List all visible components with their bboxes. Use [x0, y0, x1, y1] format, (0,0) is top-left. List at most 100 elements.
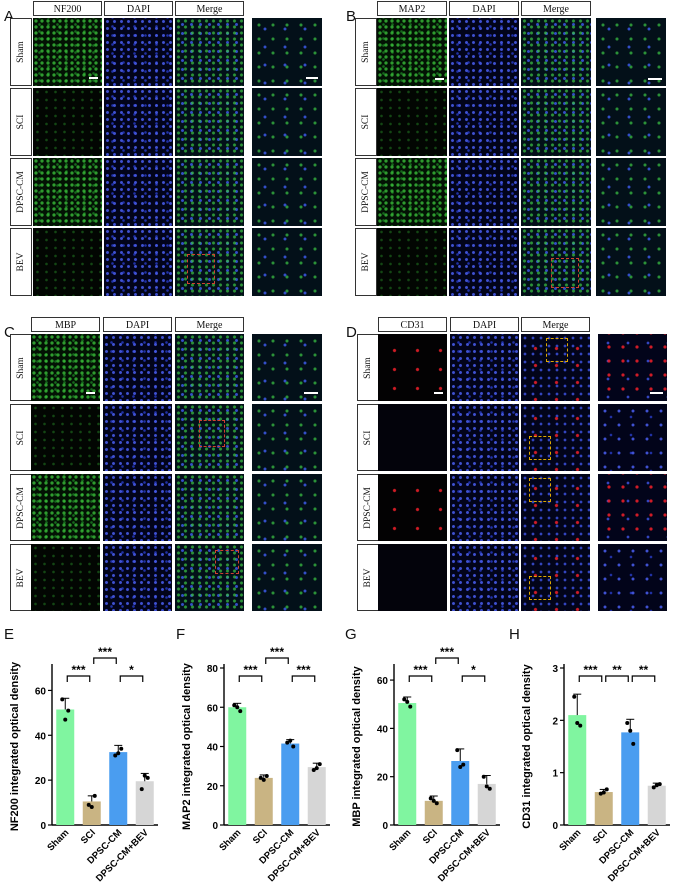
chart-h-bar-dpsc-cm — [621, 732, 640, 825]
micrograph-merge-bev — [175, 544, 244, 611]
chart-f-point-sham-0 — [232, 703, 237, 708]
chart-g-point-dpsc-cm-2 — [458, 765, 463, 770]
micrograph-zoom-bev — [252, 544, 322, 611]
chart-h-significance-stars-1: ** — [612, 663, 622, 677]
panel-letter-G: G — [345, 626, 357, 643]
row-label-sham: Sham — [10, 334, 32, 401]
chart-f-significance-bracket-2 — [291, 675, 316, 682]
chart-f-point-dpsc-cm-2 — [288, 738, 293, 743]
chart-f-point-sci-2 — [261, 777, 266, 782]
panel-letter-A: A — [4, 8, 15, 25]
micrograph-map2-sham — [377, 18, 447, 86]
micrograph-cd31-sham — [378, 334, 447, 401]
micrograph-nf200-sham — [33, 18, 102, 86]
row-label-sci: SCI — [357, 404, 379, 471]
row-label-sci: SCI — [355, 88, 377, 156]
chart-e-point-sham-1 — [66, 708, 71, 713]
chart-e-point-dpsc-cm-bev-2 — [142, 773, 147, 778]
row-label-sham: Sham — [10, 18, 32, 86]
row-label-dpsc-cm: DPSC-CM — [10, 158, 32, 226]
micrograph-zoom-sham — [598, 334, 667, 401]
row-label-sham: Sham — [357, 334, 379, 401]
micrograph-mbp-sham — [31, 334, 100, 401]
chart-f-y-axis-label: MAP2 integrated optical density — [181, 662, 193, 830]
chart-h-significance-stars-2: ** — [639, 663, 649, 677]
chart-e-point-sham-2 — [63, 717, 68, 722]
chart-f-y-tick-label-2: 40 — [207, 743, 219, 754]
header-dapi: DAPI — [104, 1, 173, 16]
micrograph-zoom-sci — [252, 88, 322, 156]
header-cd31: CD31 — [378, 317, 447, 332]
chart-g-point-sci-2 — [431, 798, 436, 803]
bar-chart-nf200: NF200 integrated optical density 0 20 40 60 S… — [9, 645, 158, 884]
chart-g-category-label-sham: Sham — [387, 827, 413, 853]
chart-f-significance-stars-1: *** — [270, 645, 284, 659]
micrograph-merge-sci — [521, 88, 591, 156]
chart-f-point-sham-2 — [235, 705, 240, 710]
chart-f-y-tick-label-4: 80 — [207, 664, 219, 675]
chart-g-bar-dpsc-cm-bev — [477, 783, 496, 825]
chart-f-category-label-sham: Sham — [217, 827, 243, 853]
chart-e-significance-stars-1: *** — [98, 645, 112, 659]
micrograph-merge-bev — [175, 228, 244, 296]
chart-g-point-dpsc-cm-bev-1 — [487, 786, 492, 791]
chart-h-point-dpsc-cm-bev-1 — [657, 782, 662, 787]
micrograph-mbp-dpsc-cm — [31, 474, 100, 541]
row-label-dpsc-cm: DPSC-CM — [357, 474, 379, 541]
chart-h-point-sham-0 — [572, 694, 577, 699]
chart-f-point-dpsc-cm-bev-2 — [314, 766, 319, 771]
chart-f-point-dpsc-cm-bev-1 — [317, 762, 322, 767]
chart-e-significance-bracket-1 — [93, 657, 117, 664]
chart-g-y-tick-label-2: 40 — [377, 724, 389, 735]
chart-h-bar-sci — [594, 792, 613, 825]
chart-h-point-dpsc-cm-1 — [631, 741, 636, 746]
micrograph-dapi-dpsc-cm — [450, 474, 519, 541]
micrograph-nf200-sci — [33, 88, 102, 156]
micrograph-dapi-sci — [449, 88, 519, 156]
header-map2: MAP2 — [377, 1, 447, 16]
micrograph-merge-dpsc-cm — [175, 474, 244, 541]
micrograph-merge-bev — [521, 544, 590, 611]
micrograph-nf200-dpsc-cm — [33, 158, 102, 226]
bar-chart-mbp: MBP integrated optical density 0 20 40 60 Sha… — [351, 645, 500, 884]
chart-e-point-dpsc-cm-bev-1 — [145, 775, 150, 780]
chart-g-significance-bracket-1 — [435, 657, 459, 664]
chart-g-significance-stars-1: *** — [440, 645, 454, 659]
micrograph-cd31-bev — [378, 544, 447, 611]
panel-letter-E: E — [4, 626, 15, 643]
chart-g-bar-sci — [424, 800, 443, 825]
chart-e-y-tick-label-0: 0 — [40, 821, 46, 832]
micrograph-dapi-dpsc-cm — [449, 158, 519, 226]
micrograph-mbp-sci — [31, 404, 100, 471]
micrograph-zoom-dpsc-cm — [596, 158, 666, 226]
chart-e-point-sham-0 — [60, 697, 65, 702]
chart-g-category-label-sci: SCI — [421, 827, 440, 846]
micrograph-merge-sci — [175, 404, 244, 471]
panel-letter-F: F — [176, 626, 186, 643]
chart-e-y-axis-label: NF200 integrated optical density — [9, 661, 21, 831]
chart-h-y-tick-label-1: 1 — [552, 769, 558, 780]
micrograph-zoom-dpsc-cm — [598, 474, 667, 541]
chart-g-point-sham-0 — [402, 697, 407, 702]
micrograph-zoom-sham — [252, 334, 322, 401]
chart-e-category-label-sham: Sham — [45, 827, 71, 853]
row-label-sci: SCI — [10, 88, 32, 156]
row-label-bev: BEV — [10, 228, 32, 296]
chart-h-y-tick-label-3: 3 — [552, 664, 558, 675]
micrograph-merge-sham — [521, 18, 591, 86]
chart-g-bar-sham — [398, 703, 417, 825]
micrograph-nf200-bev — [33, 228, 102, 296]
chart-g-significance-bracket-0 — [408, 675, 433, 682]
chart-h-point-dpsc-cm-bev-2 — [654, 783, 659, 788]
chart-e-category-label-sci: SCI — [79, 827, 98, 846]
micrograph-zoom-sham — [252, 18, 322, 86]
micrograph-merge-sci — [175, 88, 244, 156]
chart-g-point-sci-1 — [434, 801, 439, 806]
chart-h-y-tick-label-0: 0 — [552, 821, 558, 832]
chart-h-significance-bracket-1 — [605, 675, 629, 682]
micrograph-dapi-dpsc-cm — [103, 474, 172, 541]
chart-f-bar-dpsc-cm-bev — [307, 767, 326, 825]
micrograph-zoom-sci — [252, 404, 322, 471]
micrograph-map2-dpsc-cm — [377, 158, 447, 226]
chart-g-point-sci-0 — [428, 796, 433, 801]
